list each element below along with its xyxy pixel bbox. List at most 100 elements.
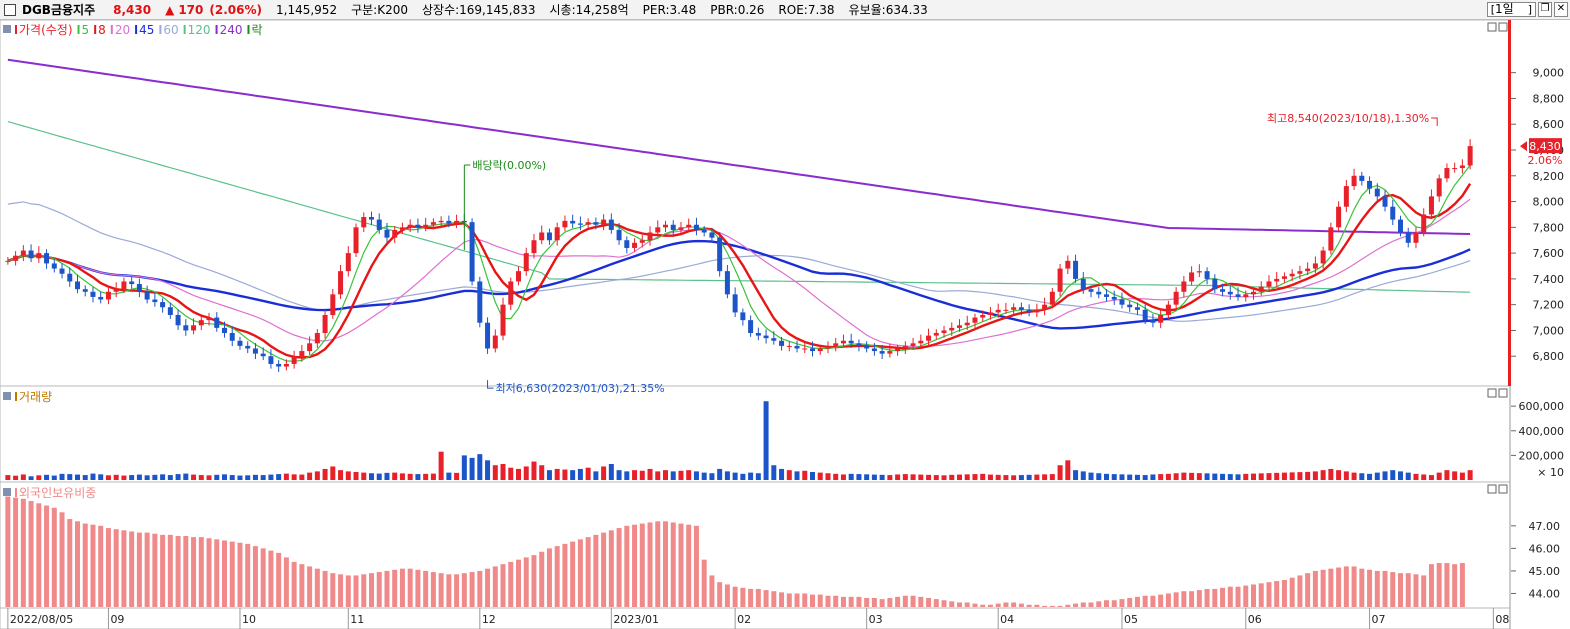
- price-panel[interactable]: [0, 20, 1511, 387]
- legend-label[interactable]: 20: [115, 23, 130, 37]
- panel-close-icon[interactable]: [1498, 484, 1508, 494]
- legend-swatch: [110, 25, 113, 34]
- panel-close-icon[interactable]: [1498, 388, 1508, 398]
- candle-body: [1057, 268, 1063, 292]
- foreign-ownership-bar: [825, 595, 831, 607]
- foreign-ownership-legend[interactable]: 외국인보유비중: [3, 486, 96, 500]
- volume-legend[interactable]: 거래량: [3, 390, 52, 404]
- legend-label[interactable]: 240: [220, 23, 243, 37]
- legend-toggle-icon[interactable]: [3, 392, 11, 400]
- legend-swatch: [183, 25, 186, 34]
- volume-bar: [1049, 474, 1055, 480]
- foreign-ownership-bar: [740, 587, 746, 607]
- price-tick-label: 7,400: [1533, 273, 1565, 286]
- candle-body: [229, 333, 235, 341]
- candle-body: [647, 232, 653, 241]
- legend-swatch: [215, 25, 218, 34]
- volume-bar: [1003, 475, 1009, 480]
- candle-body: [1119, 299, 1125, 305]
- volume-bar: [1467, 470, 1473, 480]
- select-checkbox[interactable]: [4, 3, 16, 16]
- volume-bar: [980, 473, 986, 480]
- volume-bar: [1134, 474, 1140, 480]
- volume-bar: [198, 475, 204, 480]
- candle-body: [1320, 250, 1326, 264]
- legend-toggle-icon[interactable]: [3, 488, 11, 496]
- legend-label[interactable]: 락: [251, 23, 262, 37]
- foreign-ownership-bar: [1382, 570, 1388, 607]
- date-tick-label: 03: [869, 613, 883, 626]
- legend-label[interactable]: 60: [163, 23, 178, 37]
- foreign-ownership-panel[interactable]: [0, 481, 1511, 609]
- legend-label[interactable]: 45: [139, 23, 154, 37]
- price-annotations: 최고8,540(2023/10/18),1.30% 최저6,630(2023/01…: [463, 112, 1438, 395]
- panel-close-icon[interactable]: [1498, 22, 1508, 32]
- legend-swatch: [159, 25, 162, 34]
- candle-body: [748, 320, 754, 334]
- candle-body: [972, 317, 978, 323]
- candle-body: [361, 217, 367, 228]
- foreign-ownership-bar: [500, 564, 506, 607]
- volume-bar: [663, 470, 668, 480]
- volume-bar: [1096, 473, 1102, 480]
- volume-bar: [632, 470, 638, 480]
- panel-restore-icon[interactable]: [1487, 484, 1497, 494]
- legend-label[interactable]: 거래량: [19, 390, 52, 404]
- price-panel-buttons[interactable]: [1487, 22, 1508, 32]
- foreign-ownership-bar: [1243, 585, 1249, 607]
- candle-body: [1336, 206, 1342, 228]
- legend-label[interactable]: 외국인보유비중: [19, 486, 96, 500]
- volume-panel[interactable]: [0, 385, 1511, 483]
- volume-bar: [229, 475, 235, 480]
- foreign-ownership-bar: [570, 541, 576, 607]
- legend-label[interactable]: 5: [82, 23, 90, 37]
- foreign-panel-buttons[interactable]: [1487, 484, 1508, 494]
- stock-chart[interactable]: 6,800 7,000 7,200 7,400 7,600 7,800 8,000 8,200…: [0, 20, 1570, 629]
- volume-unit-label: × 10: [1537, 466, 1564, 479]
- foreign-ownership-bar: [1034, 604, 1040, 607]
- foreign-ownership-bar: [1127, 597, 1133, 607]
- foreign-ownership-bar: [926, 597, 932, 607]
- volume-panel-buttons[interactable]: [1487, 388, 1508, 398]
- legend-label[interactable]: 가격(수정): [19, 23, 73, 37]
- foreign-ownership-bar: [856, 596, 862, 607]
- panel-restore-icon[interactable]: [1487, 388, 1497, 398]
- panel-restore-icon[interactable]: [1487, 22, 1497, 32]
- volume-bar: [1034, 474, 1040, 480]
- candle-body: [438, 220, 444, 223]
- foreign-ownership-bar: [1018, 603, 1024, 607]
- legend-swatch: [94, 25, 97, 34]
- volume-bar: [129, 475, 135, 480]
- price-legend[interactable]: 가격(수정) 5 8 20 45 60 120 240 락: [3, 23, 263, 37]
- foreign-ownership-bar: [632, 524, 638, 607]
- foreign-ownership-bar: [1088, 602, 1094, 607]
- candle-body: [477, 281, 483, 323]
- legend-label[interactable]: 8: [98, 23, 106, 37]
- volume-bar: [1251, 473, 1256, 480]
- volume-bar: [593, 471, 599, 480]
- foreign-ownership-bar: [601, 532, 607, 607]
- candle-body: [1428, 196, 1434, 215]
- restore-window-button[interactable]: ❐: [1538, 2, 1552, 17]
- volume-bar: [585, 467, 591, 480]
- foreign-ownership-bar: [276, 552, 282, 607]
- candle-body: [1173, 291, 1179, 305]
- foreign-ownership-bar: [252, 546, 258, 607]
- foreign-ownership-bar: [1204, 588, 1210, 607]
- date-tick-label: 04: [1000, 613, 1014, 626]
- volume-bar: [446, 472, 452, 480]
- legend-label[interactable]: 120: [188, 23, 211, 37]
- volume-bar: [554, 468, 560, 480]
- period-selector[interactable]: [1일]: [1486, 2, 1536, 17]
- close-window-button[interactable]: ✕: [1554, 2, 1568, 17]
- foreign-ownership-bar: [616, 528, 622, 607]
- volume-bar: [724, 471, 730, 480]
- candle-body: [1444, 168, 1450, 179]
- foreign-ownership-bar: [1150, 595, 1156, 607]
- legend-toggle-icon[interactable]: [3, 25, 11, 33]
- price-tick-label: 6,800: [1533, 350, 1565, 363]
- candle-body: [1165, 304, 1171, 315]
- stock-name[interactable]: DGB금융지주: [22, 3, 96, 17]
- foreign-ownership-bar: [28, 501, 34, 607]
- candle-body: [848, 340, 854, 344]
